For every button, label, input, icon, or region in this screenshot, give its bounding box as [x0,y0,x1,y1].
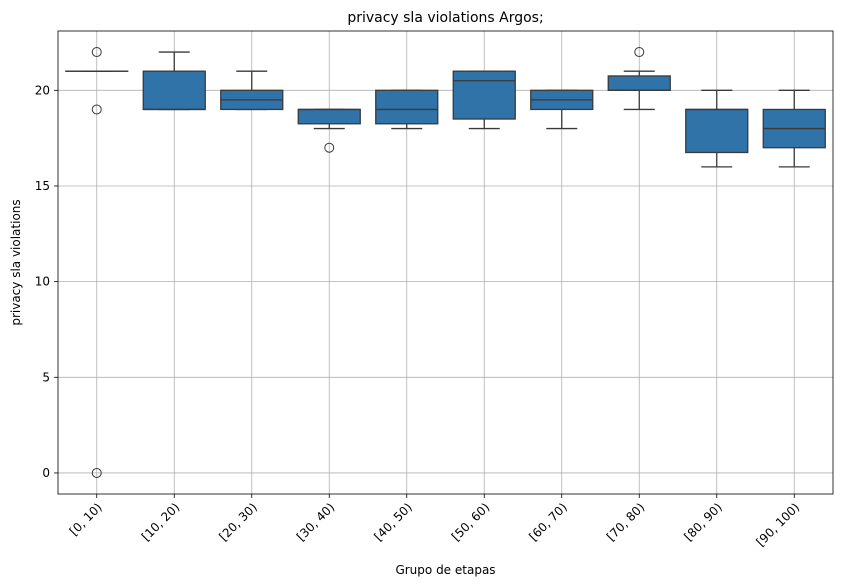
box-5 [452,70,516,130]
y-axis-ticks: 0 5 10 15 20 [35,83,58,480]
iqr-box [142,70,206,111]
box-7 [607,47,671,111]
box-0 [65,47,129,478]
chart-title: privacy sla violations Argos; [347,10,543,26]
y-tick-label: 0 [42,466,50,480]
outlier-point [91,467,102,478]
x-axis-label: Grupo de etapas [395,563,495,577]
y-tick-label: 10 [35,275,50,289]
y-tick-label: 15 [35,179,50,193]
y-tick-label: 20 [35,83,50,97]
iqr-box [375,89,439,125]
outlier-point [91,47,102,58]
outlier-point [324,142,335,153]
box-9 [762,89,826,168]
box-8 [685,89,749,168]
box-series [65,47,826,478]
box-6 [530,89,594,130]
iqr-box [685,108,749,154]
outlier-point [91,104,102,115]
iqr-box [452,70,516,120]
box-4 [375,89,439,130]
box-3 [297,108,361,153]
box-2 [220,70,284,111]
iqr-box [297,108,361,125]
box-1 [142,51,206,111]
outlier-point [634,47,645,58]
y-axis-label: privacy sla violations [9,199,23,325]
y-tick-label: 5 [42,370,50,384]
plot-frame [57,30,834,495]
iqr-box [607,75,671,91]
